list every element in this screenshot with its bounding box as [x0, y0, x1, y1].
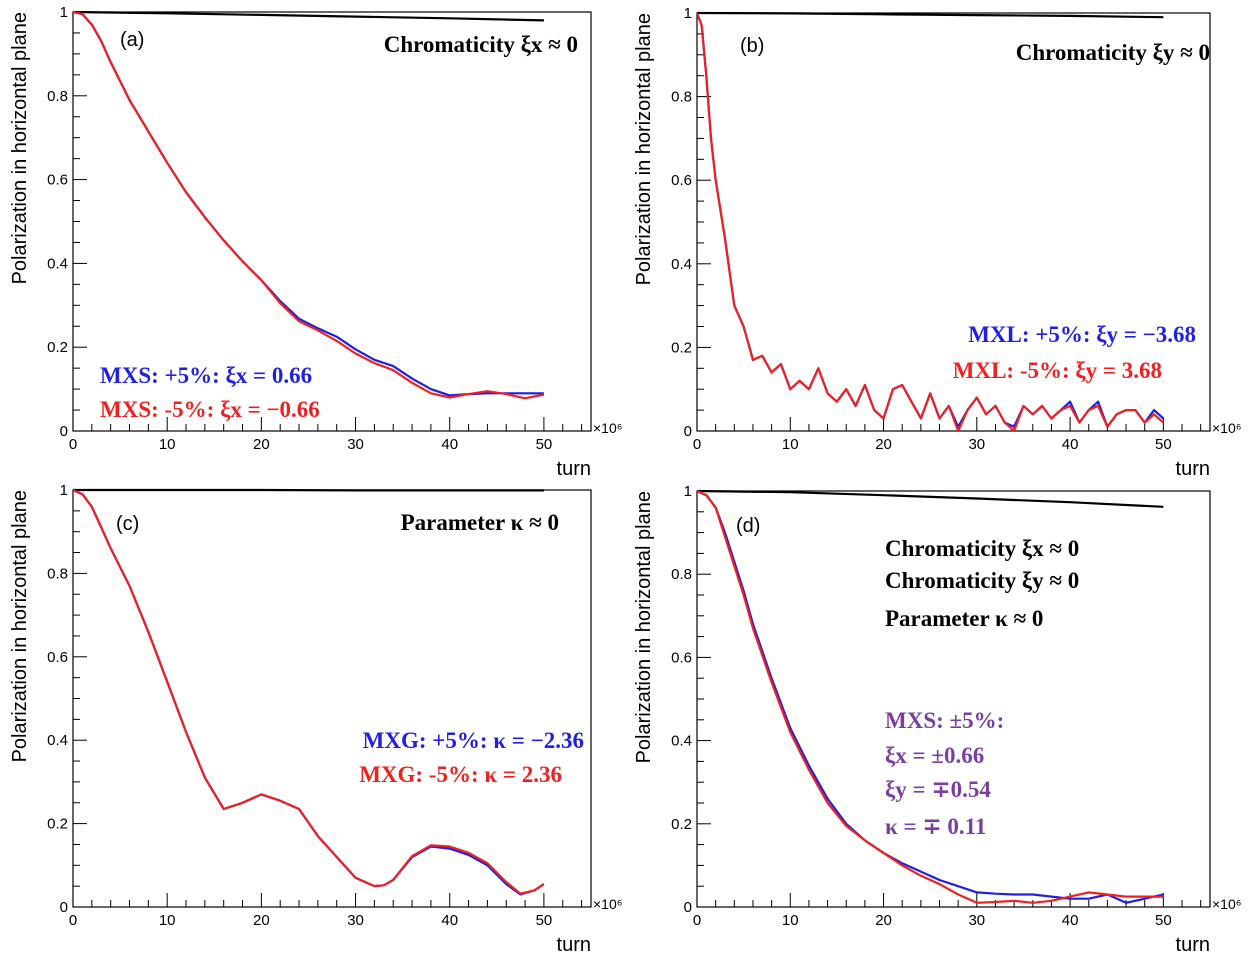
x-tick-label: 40: [441, 912, 458, 929]
x-tick-label: 0: [69, 912, 77, 929]
x-axis-title: turn: [1176, 458, 1210, 480]
x-tick-label: 40: [1062, 912, 1079, 929]
y-axis-title: Polarization in horizontal plane: [633, 13, 655, 285]
y-tick-label: 0.4: [47, 732, 68, 749]
series-line-red: [697, 489, 1164, 904]
series-line-blue: [73, 488, 545, 896]
annotation-text: Parameter κ ≈ 0: [401, 510, 559, 535]
x-exponent-label: ×10⁶: [593, 896, 623, 912]
series-line-black: [697, 489, 1164, 508]
plot-frame: [72, 489, 592, 908]
y-tick-label: 0.8: [47, 88, 68, 105]
panel-label: (b): [740, 35, 764, 57]
y-tick-label: 1: [684, 483, 692, 500]
x-tick-label: 20: [253, 912, 270, 929]
series-line-red: [697, 12, 1165, 431]
x-axis-title: turn: [1176, 934, 1210, 955]
x-tick-label: 50: [1155, 436, 1172, 453]
y-tick-label: 0.8: [671, 89, 692, 106]
y-tick-label: 0.2: [47, 816, 68, 833]
panel-1: 0 10 20 30 40 50 0 0.2 0.4 0.6 0.8 1 ×10⁶ turn Polariz…: [9, 4, 623, 480]
x-tick-label: 0: [693, 436, 701, 453]
x-exponent-label: ×10⁶: [1212, 896, 1242, 912]
y-tick-label: 0.2: [671, 339, 692, 356]
series-line-black: [697, 11, 1164, 19]
x-tick-label: 40: [441, 436, 458, 453]
y-tick-label: 0: [684, 899, 692, 916]
x-tick-label: 50: [536, 912, 553, 929]
y-tick-label: 1: [60, 482, 68, 499]
y-tick-label: 0.6: [671, 172, 692, 189]
x-tick-label: 50: [536, 436, 553, 453]
series-line-red: [73, 10, 545, 400]
x-tick-label: 10: [782, 436, 799, 453]
series-line-red: [73, 488, 545, 895]
x-exponent-label: ×10⁶: [593, 420, 623, 436]
x-tick-label: 30: [347, 912, 364, 929]
y-tick-label: 0: [684, 423, 692, 440]
annotation-text: Chromaticity ξy ≈ 0: [885, 568, 1079, 593]
y-tick-label: 1: [60, 4, 68, 21]
x-tick-label: 20: [253, 436, 270, 453]
y-tick-label: 0.4: [671, 256, 692, 273]
annotation-text: MXS: +5%: ξx = 0.66: [100, 363, 312, 388]
panel-label: (d): [736, 515, 760, 537]
annotation-text: MXG: +5%: κ = −2.36: [363, 728, 584, 753]
y-tick-label: 0: [60, 899, 68, 916]
series-line-black: [73, 10, 544, 22]
y-tick-label: 0.8: [47, 565, 68, 582]
y-tick-label: 1: [684, 5, 692, 22]
annotation-text: ξy = ∓0.54: [885, 777, 991, 802]
series-line-blue: [73, 10, 544, 397]
panel-label: (c): [116, 513, 139, 535]
y-tick-label: 0.6: [47, 172, 68, 189]
y-axis-title: Polarization in horizontal plane: [633, 491, 655, 763]
y-axis-title: Polarization in horizontal plane: [9, 490, 31, 762]
y-tick-label: 0.6: [47, 649, 68, 666]
x-tick-label: 10: [782, 912, 799, 929]
x-tick-label: 0: [693, 912, 701, 929]
x-tick-label: 20: [875, 912, 892, 929]
annotation-text: MXL: -5%: ξy = 3.68: [953, 358, 1162, 383]
x-tick-label: 30: [347, 436, 364, 453]
x-tick-label: 10: [159, 912, 176, 929]
y-tick-label: 0.2: [671, 816, 692, 833]
x-tick-label: 30: [968, 436, 985, 453]
x-tick-label: 40: [1062, 436, 1079, 453]
panel-3: 0 10 20 30 40 50 0 0.2 0.4 0.6 0.8 1 ×10⁶ turn Polariz…: [9, 482, 623, 955]
y-tick-label: 0.2: [47, 339, 68, 356]
annotation-text: MXG: -5%: κ = 2.36: [359, 762, 562, 787]
y-tick-label: 0.6: [671, 649, 692, 666]
x-axis-title: turn: [557, 458, 591, 480]
x-exponent-label: ×10⁶: [1212, 420, 1242, 436]
y-axis-title: Polarization in horizontal plane: [9, 12, 31, 284]
x-tick-label: 20: [875, 436, 892, 453]
x-tick-label: 30: [968, 912, 985, 929]
annotation-text: ξx = ±0.66: [885, 743, 984, 768]
annotation-text: MXS: ±5%:: [885, 708, 1004, 733]
annotation-text: Parameter κ ≈ 0: [885, 606, 1043, 631]
x-tick-label: 0: [69, 436, 77, 453]
x-axis-title: turn: [557, 934, 591, 955]
annotation-text: Chromaticity ξx ≈ 0: [384, 32, 578, 57]
annotation-text: Chromaticity ξx ≈ 0: [885, 536, 1079, 561]
panel-4: 0 10 20 30 40 50 0 0.2 0.4 0.6 0.8 1 ×10⁶ turn Polariz…: [633, 483, 1242, 955]
annotation-text: MXS: -5%: ξx = −0.66: [100, 397, 320, 422]
y-tick-label: 0.4: [671, 733, 692, 750]
x-tick-label: 50: [1155, 912, 1172, 929]
panel-2: 0 10 20 30 40 50 0 0.2 0.4 0.6 0.8 1 ×10⁶ turn Polariz…: [633, 5, 1242, 480]
annotation-text: MXL: +5%: ξy = −3.68: [968, 322, 1196, 347]
y-tick-label: 0.4: [47, 255, 68, 272]
annotation-text: κ = ∓ 0.11: [885, 814, 986, 839]
annotation-text: Chromaticity ξy ≈ 0: [1016, 40, 1210, 65]
x-tick-label: 10: [159, 436, 176, 453]
y-tick-label: 0.8: [671, 566, 692, 583]
y-tick-label: 0: [60, 423, 68, 440]
series-line-blue: [697, 489, 1164, 904]
panel-label: (a): [120, 29, 144, 51]
